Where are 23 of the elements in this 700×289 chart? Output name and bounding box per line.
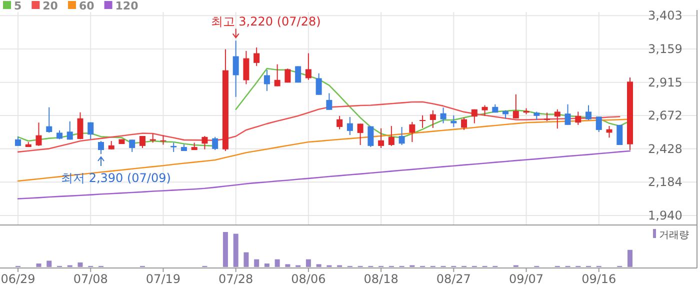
x-tick-label: 09/07 xyxy=(508,272,544,286)
legend-label: 거래량 xyxy=(659,230,689,241)
x-tick-label: 08/27 xyxy=(436,272,471,286)
annotation: 최고 3,220 (07/28) xyxy=(210,14,321,29)
x-tick-label: 07/08 xyxy=(73,272,108,286)
x-tick-label: 09/16 xyxy=(582,272,616,286)
y-tick-label: 2,428 xyxy=(648,142,682,156)
y-tick-label: 2,672 xyxy=(648,108,682,122)
x-tick-label: 06/29 xyxy=(0,272,36,286)
annotation: 최저 2,390 (07/09) xyxy=(61,171,171,185)
y-tick-label: 3,159 xyxy=(648,42,682,56)
y-tick-label: 2,915 xyxy=(648,75,682,90)
x-tick-label: 08/18 xyxy=(364,272,398,286)
legend-label: 60 xyxy=(78,0,95,12)
legend-label: 120 xyxy=(115,0,139,12)
x-tick-label: 08/06 xyxy=(291,272,326,286)
legend-label: 5 xyxy=(14,0,22,12)
y-tick-label: 2,184 xyxy=(648,175,682,190)
y-tick-label: 3,403 xyxy=(648,8,682,23)
x-tick-label: 07/28 xyxy=(218,272,254,286)
legend-label: 20 xyxy=(42,0,58,12)
x-tick-label: 07/19 xyxy=(146,272,181,286)
y-tick-label: 1,940 xyxy=(648,208,682,222)
